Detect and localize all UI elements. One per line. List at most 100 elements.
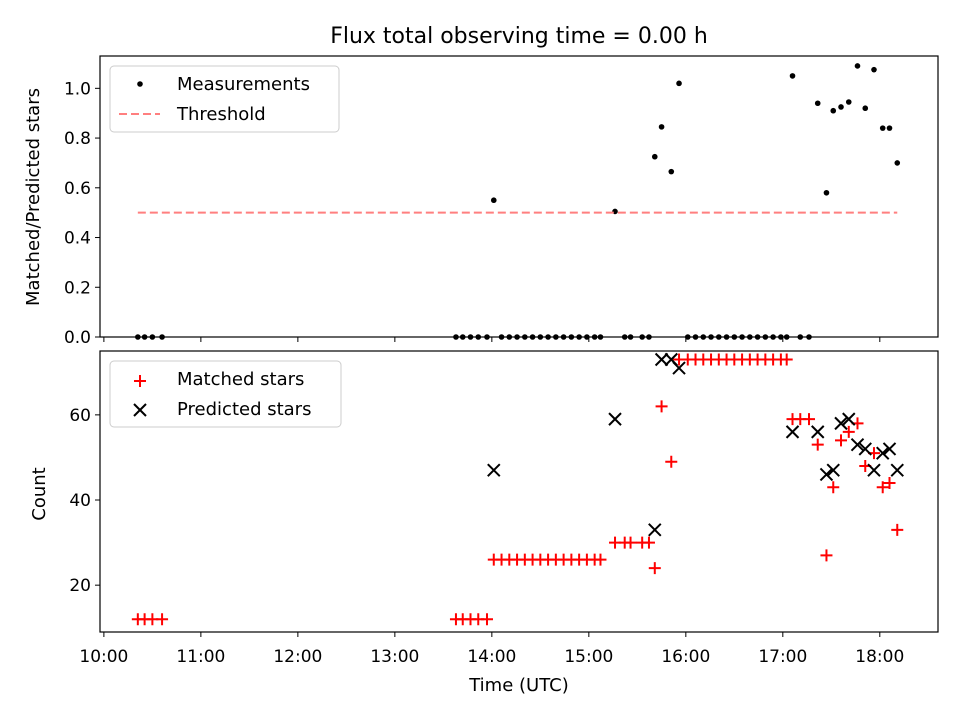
- measurement-point: [529, 334, 536, 340]
- predicted-star-point: [487, 463, 501, 477]
- measurement-point: [568, 334, 575, 340]
- ratio-y-tick-label: 0.0: [64, 328, 91, 348]
- measurement-point: [770, 334, 776, 340]
- threshold-legend-label: Threshold: [176, 104, 266, 125]
- measurement-point: [639, 334, 645, 340]
- measurement-point: [484, 334, 490, 340]
- count-panel: 20 40 60 10:00 11:00 12:00 13:00 14:00 15:00 16:…: [29, 350, 939, 667]
- measurement-point: [862, 105, 869, 112]
- measurements-legend-marker: [137, 81, 143, 87]
- x-tick-label: 10:00: [79, 647, 128, 667]
- matched-star-point: [648, 562, 661, 575]
- measurement-point: [646, 334, 652, 340]
- measurement-point: [879, 125, 886, 131]
- measurement-point: [823, 189, 830, 196]
- measurement-point: [684, 334, 691, 340]
- predicted-stars-legend-marker: [133, 403, 147, 417]
- measurement-point: [806, 334, 812, 340]
- measurement-point: [783, 334, 790, 340]
- count-marks: [131, 352, 904, 626]
- measurements-legend-label: Measurements: [177, 74, 310, 95]
- measurement-point: [490, 197, 497, 204]
- predicted-star-point: [811, 425, 825, 439]
- measurement-point: [894, 160, 901, 166]
- matched-star-point: [827, 481, 840, 494]
- measurement-point: [627, 334, 634, 340]
- measurement-point: [871, 66, 877, 73]
- matched-star-point: [820, 549, 833, 562]
- measurement-point: [778, 334, 784, 340]
- ratio-panel: 0.0 0.2 0.4 0.6 0.8 1.0 Matched/Predicted sta…: [23, 55, 939, 348]
- matched-star-point: [842, 425, 855, 438]
- measurement-point: [584, 334, 590, 340]
- x-tick-label: 16:00: [661, 647, 710, 667]
- count-y-tick-label: 60: [69, 406, 91, 426]
- measurement-point: [762, 334, 769, 340]
- x-tick-label: 12:00: [273, 647, 322, 667]
- matched-star-point: [156, 613, 169, 626]
- measurement-point: [498, 334, 505, 340]
- ratio-y-tick-label: 0.4: [64, 229, 91, 249]
- measurement-point: [716, 334, 722, 340]
- measurement-point: [723, 334, 730, 340]
- predicted-star-point: [867, 463, 881, 477]
- predicted-star-point: [648, 523, 662, 537]
- measurement-point: [708, 334, 714, 340]
- measurement-point: [789, 73, 796, 79]
- ratio-y-tick-label: 0.6: [64, 179, 91, 199]
- predicted-star-point: [654, 352, 669, 367]
- ratio-marks: [135, 63, 901, 340]
- matched-star-point: [876, 481, 889, 494]
- x-tick-label: 13:00: [370, 647, 419, 667]
- predicted-star-point: [785, 425, 800, 439]
- ratio-legend-box: [109, 65, 340, 133]
- predicted-star-point: [819, 467, 834, 482]
- predicted-star-point: [672, 361, 686, 375]
- count-y-tick-label: 40: [69, 491, 91, 511]
- ratio-y-tick-label: 1.0: [64, 79, 91, 99]
- measurement-point: [159, 334, 165, 340]
- count-y-tick-label: 20: [69, 576, 91, 596]
- x-tick-label: 11:00: [176, 647, 225, 667]
- measurement-point: [560, 334, 567, 340]
- x-axis-label: Time (UTC): [468, 675, 569, 696]
- matched-star-point: [883, 476, 896, 489]
- measurement-point: [692, 334, 699, 340]
- count-x-ticks: 10:00 11:00 12:00 13:00 14:00 15:00 16:00 17:00…: [79, 632, 904, 667]
- predicted-star-point: [890, 463, 904, 477]
- measurement-point: [514, 334, 520, 340]
- matched-star-point: [803, 413, 816, 426]
- predicted-star-point: [608, 412, 622, 426]
- measurement-point: [506, 334, 513, 340]
- measurement-point: [135, 334, 141, 340]
- measurement-point: [886, 125, 893, 131]
- predicted-star-point: [842, 412, 856, 426]
- measurement-point: [475, 334, 482, 340]
- measurement-point: [621, 334, 628, 340]
- measurement-point: [591, 334, 598, 340]
- matched-star-point: [835, 434, 848, 447]
- measurement-point: [467, 334, 474, 340]
- measurement-point: [149, 334, 156, 340]
- measurement-point: [668, 168, 675, 175]
- matched-star-point: [665, 455, 678, 468]
- measurement-point: [576, 334, 582, 340]
- chart-title: Flux total observing time = 0.00 h: [330, 24, 708, 49]
- ratio-y-axis-label: Matched/Predicted stars: [23, 88, 44, 306]
- measurement-point: [553, 334, 559, 340]
- count-y-axis-label: Count: [29, 467, 50, 520]
- predicted-star-point: [834, 416, 848, 431]
- matched-stars-legend-marker: [134, 375, 146, 387]
- x-tick-label: 18:00: [855, 647, 904, 667]
- measurement-point: [651, 153, 658, 160]
- matched-star-point: [480, 613, 493, 626]
- predicted-star-point: [826, 463, 840, 477]
- measurement-point: [545, 334, 551, 340]
- measurement-point: [459, 334, 466, 340]
- count-plot-frame: [99, 350, 939, 633]
- measurement-point: [537, 334, 544, 340]
- measurement-point: [676, 80, 682, 87]
- matched-star-point: [811, 438, 824, 451]
- predicted-star-point: [876, 446, 890, 460]
